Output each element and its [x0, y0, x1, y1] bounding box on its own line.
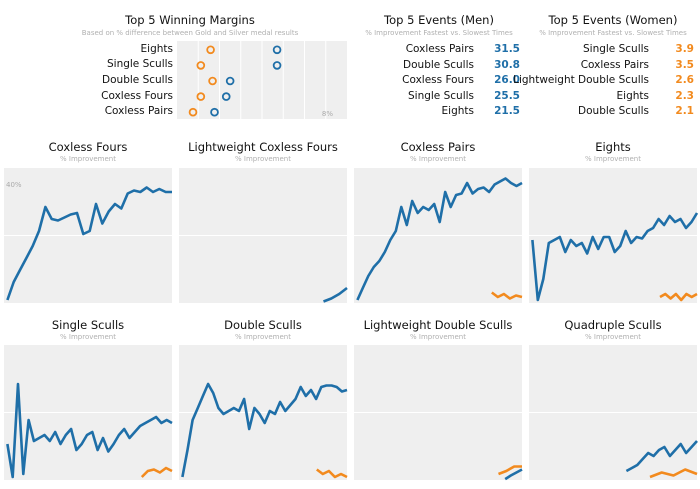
margins-category-label: Single Sculls: [106, 58, 173, 71]
men-event-value: 26.0: [494, 74, 520, 86]
men-event-value: 25.5: [494, 89, 520, 102]
men-series-line: [6, 382, 173, 479]
panel-chart: [179, 345, 348, 480]
women-event-label: Coxless Pairs: [580, 58, 649, 71]
men-series-line: [625, 440, 698, 473]
panel-chart: [529, 345, 698, 480]
men-series-line: [181, 382, 348, 478]
margins-men-dot: [210, 107, 219, 117]
panel-title: Lightweight Double Sculls: [363, 318, 513, 332]
winning-margins-dot-plot: 8%: [177, 41, 347, 119]
men-event-label: Coxless Fours: [402, 74, 474, 86]
women-event-value: 2.6: [675, 74, 694, 86]
men-event-label: Eights: [441, 105, 474, 117]
women-event-label: Eights: [616, 89, 649, 102]
men-event-label: Single Sculls: [407, 89, 474, 102]
panel-subtitle: % Improvement: [585, 333, 641, 341]
margins-women-dot: [208, 76, 217, 86]
margins-men-dot: [272, 61, 282, 70]
margins-category-label: Coxless Pairs: [104, 105, 173, 118]
margins-men-dot: [272, 45, 282, 55]
men-series-line: [323, 286, 348, 303]
panel-subtitle: % Improvement: [235, 155, 291, 163]
men-event-label: Double Sculls: [403, 58, 474, 71]
women-event-value: 2.3: [675, 89, 694, 102]
margins-women-dot: [196, 61, 206, 70]
panel-chart: [179, 168, 348, 303]
panel-subtitle: % Improvement: [60, 333, 116, 341]
panel-title: Coxless Fours: [48, 140, 128, 154]
men-title: Top 5 Events (Men): [384, 13, 494, 27]
panel-subtitle: % Improvement: [410, 333, 466, 341]
panel-subtitle: % Improvement: [410, 155, 466, 163]
panel-subtitle: % Improvement: [585, 155, 641, 163]
women-series-line: [498, 465, 522, 476]
men-series-line: [531, 212, 699, 302]
men-event-value: 30.8: [494, 58, 520, 71]
panel-chart: [354, 345, 523, 481]
men-series-line: [356, 177, 523, 301]
panel-chart: 40%: [4, 168, 172, 303]
margins-men-dot: [221, 92, 231, 101]
margins-category-label: Eights: [140, 42, 173, 55]
women-series-line: [659, 292, 698, 302]
panel-chart: [354, 168, 523, 303]
men-event-label: Coxless Pairs: [405, 43, 474, 55]
margins-category-label: Double Sculls: [102, 74, 173, 86]
panel-title: Coxless Pairs: [400, 140, 476, 154]
panel-chart: [529, 168, 699, 303]
women-series-line: [140, 466, 173, 478]
women-series-line: [491, 291, 523, 300]
women-event-label: Lightweight Double Sculls: [513, 74, 649, 86]
women-series-line: [649, 468, 698, 479]
panel-title: Single Sculls: [51, 318, 125, 332]
women-event-label: Single Sculls: [582, 43, 649, 55]
panel-chart: [4, 345, 173, 480]
panel-subtitle: % Improvement: [235, 333, 291, 341]
margins-women-dot: [188, 107, 198, 117]
women-series-line: [316, 468, 348, 479]
margins-women-dot: [206, 45, 215, 55]
margins-men-dot: [225, 76, 235, 86]
panel-subtitle: % Improvement: [60, 155, 116, 163]
women-event-label: Double Sculls: [578, 105, 649, 117]
men-series-line: [504, 468, 523, 481]
women-subtitle: % Improvement Fastest vs. Slowest Times: [539, 29, 687, 37]
men-subtitle: % Improvement Fastest vs. Slowest Times: [365, 29, 513, 37]
panel-title: Quadruple Sculls: [564, 318, 662, 332]
margins-axis-max-label: 8%: [322, 110, 333, 118]
men-event-value: 31.5: [494, 43, 520, 55]
panel-title: Eights: [595, 140, 631, 154]
margins-category-label: Coxless Fours: [101, 89, 173, 102]
women-event-value: 3.5: [675, 58, 694, 71]
men-series-line: [6, 186, 172, 301]
margins-subtitle: Based on % difference between Gold and S…: [81, 29, 299, 37]
margins-women-dot: [196, 92, 206, 101]
margins-title: Top 5 Winning Margins: [125, 13, 255, 27]
panel-title: Lightweight Coxless Fours: [188, 140, 338, 154]
women-title: Top 5 Events (Women): [548, 13, 678, 27]
women-event-value: 3.9: [675, 43, 694, 55]
women-event-value: 2.1: [675, 105, 694, 117]
y-tick-label: 40%: [6, 181, 22, 189]
men-event-value: 21.5: [494, 105, 520, 117]
panel-title: Double Sculls: [224, 318, 302, 332]
